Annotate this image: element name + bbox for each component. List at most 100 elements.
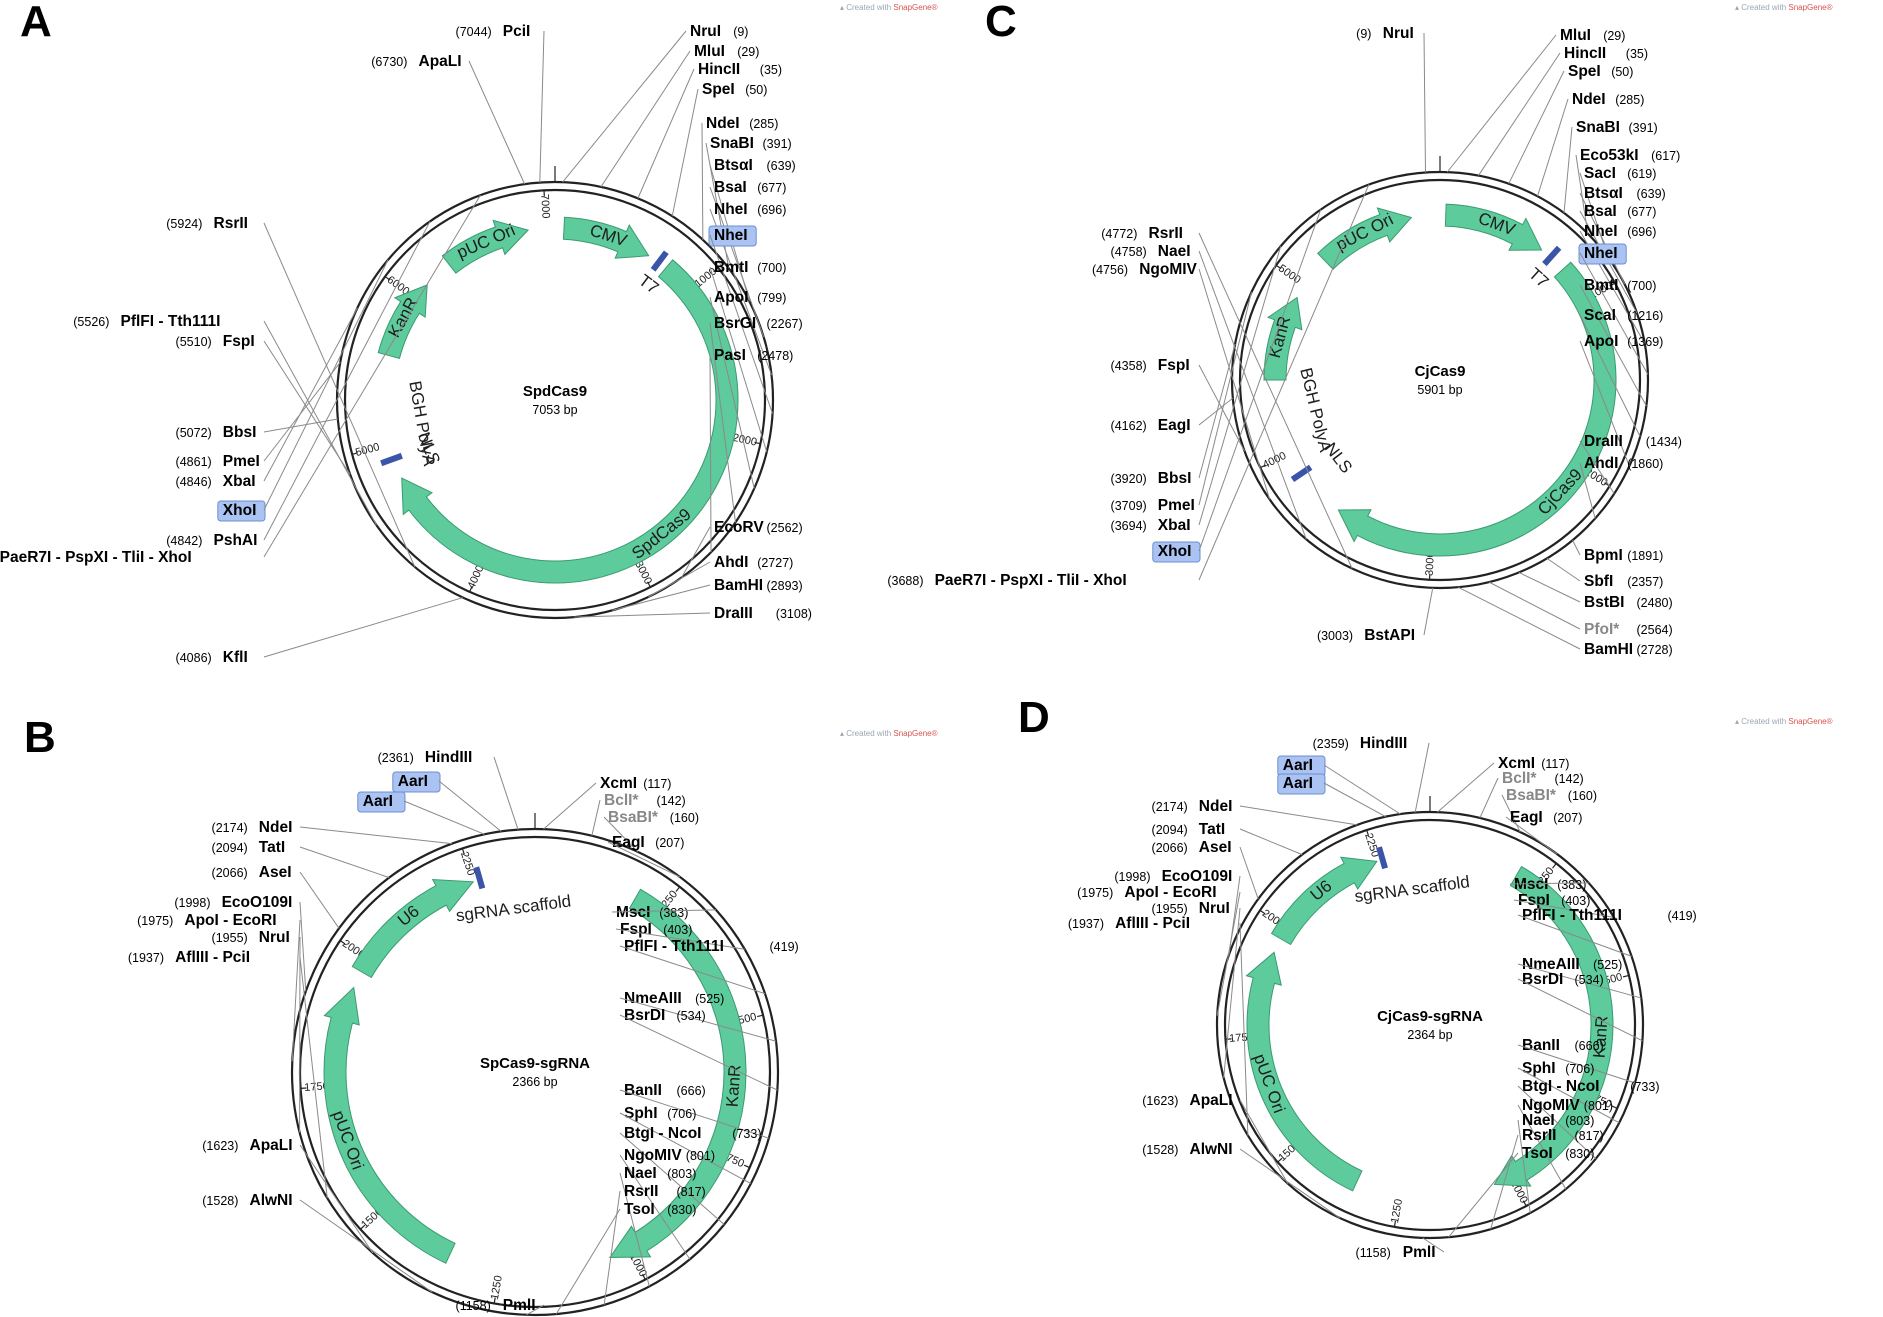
- feature-label: pUC Ori: [1250, 1051, 1289, 1115]
- ruler-tick: [1622, 974, 1630, 978]
- site-position: (35): [760, 63, 782, 77]
- promoter-marker: [473, 866, 486, 890]
- site-name: BstAPI: [1364, 627, 1415, 644]
- site-name: TatI: [1199, 821, 1225, 838]
- site-name: ApaLI: [1190, 1092, 1233, 1109]
- site-leader-line: [1239, 828, 1303, 856]
- marker-label: T7: [1525, 264, 1552, 291]
- site-name: DraIII: [1584, 433, 1623, 450]
- site-name: NruI: [259, 929, 290, 946]
- restriction-site: TatI (2094): [212, 839, 390, 879]
- site-name: SphI: [624, 1105, 658, 1122]
- site-leader-line: [263, 418, 338, 433]
- site-position: (117): [643, 777, 671, 791]
- restriction-site: FspI (403): [1513, 892, 1614, 918]
- site-leader-line: [1198, 250, 1307, 540]
- site-leader-line: [562, 30, 687, 183]
- site-position: (3694): [1111, 519, 1147, 533]
- restriction-site: XbaI (4846): [176, 307, 358, 490]
- site-name: NheI: [714, 227, 748, 244]
- site-name: HindIII: [1360, 735, 1407, 752]
- site-position: (50): [1611, 65, 1633, 79]
- feature-arrow: [608, 888, 747, 1258]
- site-leader-line: [619, 1112, 752, 1185]
- site-leader-line: [1198, 364, 1245, 452]
- site-name: AlwNI: [250, 1192, 293, 1209]
- ruler-tick: [1259, 464, 1266, 469]
- ruler-tick: [1275, 264, 1282, 270]
- site-leader-line: [607, 841, 681, 878]
- site-position: (1955): [212, 931, 248, 945]
- site-position: (2174): [1152, 800, 1188, 814]
- restriction-site: NruI (9): [562, 23, 748, 183]
- site-name: SbfI: [1584, 573, 1613, 590]
- restriction-site: KflI (4086): [176, 597, 464, 666]
- site-leader-line: [1501, 794, 1521, 833]
- site-leader-line: [611, 584, 711, 611]
- panel-d: D ▴ Created with SnapGene®250500750100012…: [1018, 693, 1833, 1261]
- site-leader-line: [1579, 440, 1615, 494]
- site-position: (801): [686, 1149, 715, 1163]
- site-leader-line: [1513, 899, 1614, 918]
- site-leader-line: [1517, 1104, 1567, 1190]
- site-leader-line: [701, 122, 704, 240]
- restriction-site: XcmI (117): [1437, 755, 1569, 813]
- restriction-site: MluI (29): [600, 43, 759, 188]
- site-leader-line: [1517, 963, 1642, 999]
- site-name: PaeR7I - PspXI - TliI - XhoI: [0, 549, 192, 566]
- site-position: (1998): [174, 896, 210, 910]
- restriction-site: TsoI (830): [1448, 1145, 1594, 1238]
- site-position: (6730): [371, 55, 407, 69]
- restriction-site: FspI (403): [615, 921, 745, 950]
- snapgene-credit: ▴ Created with SnapGene®: [1735, 3, 1833, 12]
- site-name: PaeR7I - PspXI - TliI - XhoI: [935, 572, 1127, 589]
- promoter-marker: [380, 452, 403, 467]
- ruler-tick-label: 2000: [732, 432, 758, 449]
- site-name: NdeI: [259, 819, 293, 836]
- site-leader-line: [619, 945, 766, 995]
- feature-arrow: [401, 259, 739, 584]
- site-name: NaeI: [1522, 1112, 1555, 1129]
- site-name: AseI: [259, 864, 292, 881]
- site-leader-line: [1198, 397, 1234, 426]
- site-leader-line: [1323, 782, 1386, 818]
- site-position: (2174): [212, 821, 248, 835]
- restriction-site: AarI: [1277, 773, 1386, 818]
- site-position: (534): [677, 1009, 706, 1023]
- site-position: (29): [1603, 29, 1625, 43]
- site-leader-line: [591, 799, 601, 836]
- site-name: PflFI - Tth111I: [624, 938, 724, 955]
- site-leader-line: [1517, 1044, 1636, 1084]
- site-position: (7044): [456, 25, 492, 39]
- site-name: HindIII: [425, 749, 472, 766]
- restriction-site: ApaLI (1623): [1142, 1092, 1289, 1184]
- site-name: RsrII: [624, 1183, 658, 1200]
- site-position: (1623): [202, 1139, 238, 1153]
- site-name: BanII: [1522, 1037, 1560, 1054]
- site-position: (525): [1593, 958, 1622, 972]
- panel-c: C ▴ Created with SnapGene®100020003000400…: [887, 0, 1832, 658]
- site-position: (2094): [212, 841, 248, 855]
- site-leader-line: [263, 307, 358, 482]
- site-position: (383): [1557, 878, 1586, 892]
- site-leader-line: [1488, 581, 1581, 630]
- site-name: NaeI: [624, 1165, 657, 1182]
- restriction-site: BtsαI (639): [1579, 185, 1666, 285]
- site-leader-line: [1423, 32, 1426, 173]
- site-leader-line: [1478, 52, 1561, 176]
- panel-letter: C: [985, 0, 1017, 46]
- restriction-site: EagI (207): [607, 834, 684, 878]
- site-name: BamHI: [1584, 641, 1633, 658]
- site-position: (3688): [887, 574, 923, 588]
- site-position: (4842): [166, 534, 202, 548]
- site-position: (419): [770, 940, 799, 954]
- snapgene-credit: ▴ Created with SnapGene®: [840, 729, 938, 738]
- site-position: (803): [1565, 1114, 1594, 1128]
- site-position: (4772): [1101, 227, 1137, 241]
- feature-label: BGH PolyA: [1296, 366, 1335, 455]
- site-name: XbaI: [1158, 517, 1191, 534]
- ruler-tick: [1611, 1105, 1618, 1109]
- site-name: TsoI: [1522, 1145, 1553, 1162]
- site-leader-line: [619, 1089, 769, 1139]
- restriction-site: AhdI (1860): [1579, 455, 1663, 519]
